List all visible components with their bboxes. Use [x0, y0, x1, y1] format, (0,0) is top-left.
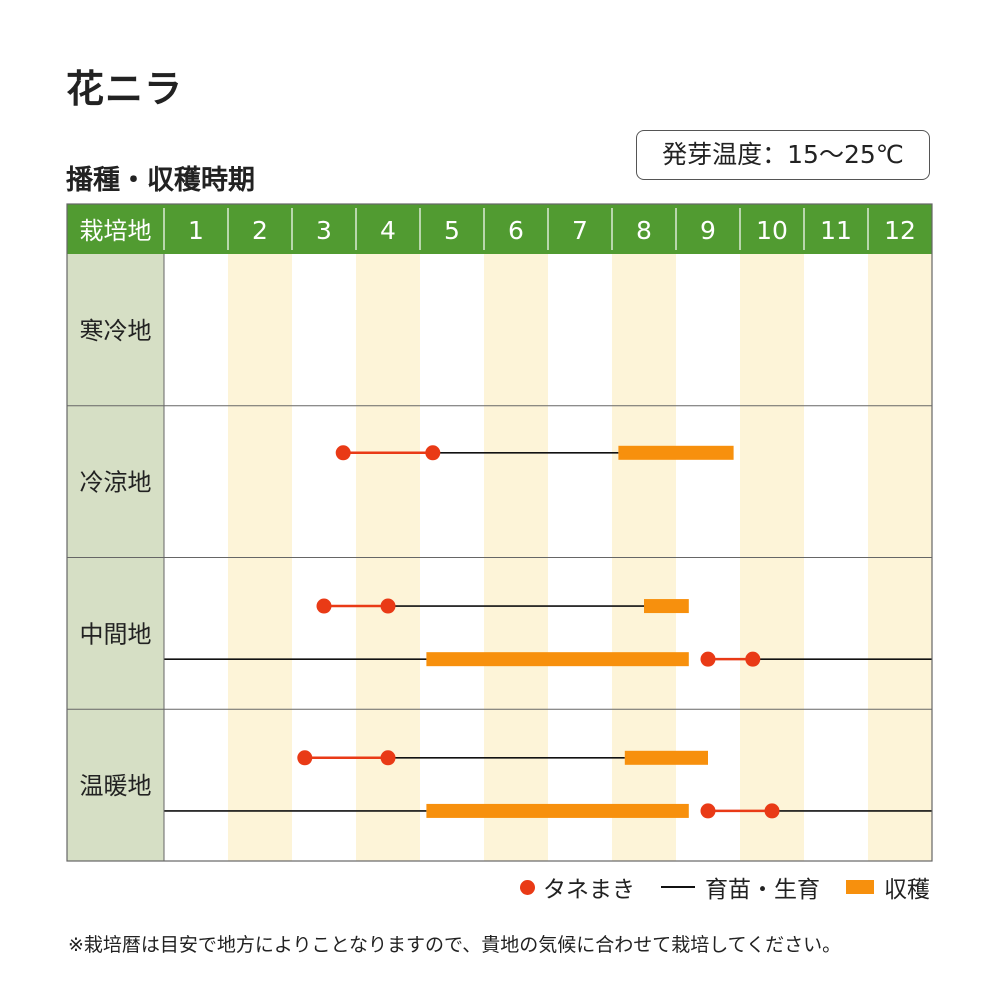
header-bar	[67, 204, 932, 254]
legend-swatch-sowing	[520, 879, 535, 895]
region-label: 冷涼地	[80, 469, 152, 497]
header-label: 栽培地	[80, 217, 152, 245]
germination-temperature-badge: 発芽温度：15〜25℃	[636, 130, 930, 180]
sowing-dot	[700, 651, 716, 667]
harvest-bar	[624, 750, 708, 765]
harvest-bar	[426, 803, 689, 818]
month-label-11: 11	[820, 216, 852, 245]
harvest-bar	[644, 599, 689, 614]
sowing-dot	[745, 651, 761, 667]
month-label-9: 9	[700, 216, 716, 245]
page-title: 花ニラ	[66, 67, 184, 111]
sowing-dot	[335, 445, 351, 461]
sowing-dot	[764, 803, 780, 819]
legend-label: 収穫	[884, 877, 930, 903]
legend-item-sowing: タネまき	[520, 870, 635, 904]
chart-subtitle: 播種・収穫時期	[66, 165, 255, 196]
month-label-10: 10	[756, 216, 788, 245]
month-label-1: 1	[188, 216, 204, 245]
month-label-7: 7	[572, 216, 588, 245]
legend-item-growing: 育苗・生育	[661, 870, 820, 904]
month-label-2: 2	[252, 216, 268, 245]
sowing-dot	[380, 750, 396, 766]
month-label-8: 8	[636, 216, 652, 245]
chart-legend: タネまき 育苗・生育 収穫	[494, 870, 930, 904]
harvest-bar	[618, 445, 734, 460]
month-label-3: 3	[316, 216, 332, 245]
legend-label: 育苗・生育	[705, 877, 820, 903]
legend-swatch-harvest	[846, 880, 874, 894]
sowing-dot	[316, 598, 332, 614]
sowing-dot	[425, 445, 441, 461]
legend-label: タネまき	[543, 877, 635, 903]
sowing-dot	[297, 750, 313, 766]
sowing-dot	[380, 598, 396, 614]
month-label-12: 12	[884, 216, 916, 245]
region-label: 温暖地	[80, 772, 152, 800]
month-label-5: 5	[444, 216, 460, 245]
harvest-bar	[426, 652, 689, 667]
legend-swatch-growing	[661, 886, 695, 888]
footnote: ※栽培暦は目安で地方によりことなりますので、貴地の気候に合わせて栽培してください…	[68, 934, 842, 956]
month-label-6: 6	[508, 216, 524, 245]
region-label: 中間地	[80, 620, 152, 648]
chart-frame	[66, 203, 933, 862]
legend-item-harvest: 収穫	[846, 870, 930, 904]
month-label-4: 4	[380, 216, 396, 245]
region-label: 寒冷地	[80, 317, 152, 345]
sowing-dot	[700, 803, 716, 819]
